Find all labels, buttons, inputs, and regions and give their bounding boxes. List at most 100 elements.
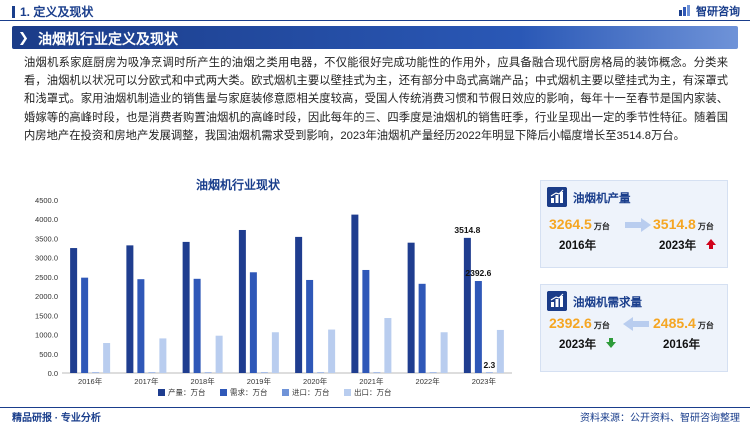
brand: 智研咨询 xyxy=(679,3,740,19)
production-left-value: 3264.5 xyxy=(549,216,592,232)
up-arrow-icon xyxy=(706,239,716,249)
description-paragraph: 油烟机系家庭厨房为吸净烹调时所产生的油烟之类用电器，不仅能很好完成功能性的作用外… xyxy=(24,57,728,142)
production-year-right: 2023年 xyxy=(659,240,697,252)
bar-0-1 xyxy=(126,245,134,373)
bar-0-0 xyxy=(70,248,78,373)
legend-swatch-0 xyxy=(158,389,165,396)
legend-label-3: 出口：万台 xyxy=(354,387,392,397)
brand-name: 智研咨询 xyxy=(696,6,740,18)
bar-2-1 xyxy=(148,372,156,373)
bar-chart-icon xyxy=(547,187,567,207)
bar-2-3 xyxy=(260,372,268,373)
data-label: 2392.6 xyxy=(465,268,491,278)
chevron-right-icon: ❯ xyxy=(18,30,29,45)
y-tick-label: 3000.0 xyxy=(35,254,58,263)
demand-year-right: 2016年 xyxy=(663,339,701,351)
production-card-title: 油烟机产量 xyxy=(573,193,631,205)
bar-0-6 xyxy=(407,242,415,373)
bar-2-2 xyxy=(204,372,212,373)
bar-2-5 xyxy=(373,372,381,373)
production-card: 油烟机产量 3264.5 万台 3514.8 万台 2016年 2023年 xyxy=(540,180,728,268)
bar-3-4 xyxy=(328,329,336,373)
y-tick-label: 2500.0 xyxy=(35,273,58,282)
section-title-text: 1. 定义及现状 xyxy=(20,5,94,19)
legend-swatch-3 xyxy=(344,389,351,396)
bar-0-4 xyxy=(295,236,303,373)
demand-right-unit: 万台 xyxy=(697,321,714,330)
x-tick-label: 2018年 xyxy=(191,376,216,386)
y-tick-label: 2000.0 xyxy=(35,292,58,301)
x-tick-label: 2020年 xyxy=(303,376,328,386)
demand-value-2023: 2392.6 万台 xyxy=(549,315,610,331)
bar-1-2 xyxy=(193,278,201,373)
title-bar: ❯ 油烟机行业定义及现状 xyxy=(12,26,738,49)
bar-0-7 xyxy=(463,237,471,373)
bar-1-5 xyxy=(362,269,370,373)
bar-3-2 xyxy=(215,335,223,373)
bar-1-7 xyxy=(474,281,482,373)
section-mark-icon xyxy=(12,6,15,18)
y-tick-label: 4500.0 xyxy=(35,196,58,205)
production-year-left: 2016年 xyxy=(559,240,597,252)
bar-1-1 xyxy=(137,279,145,373)
bottom-divider xyxy=(0,407,750,408)
production-right-value: 3514.8 xyxy=(653,216,696,232)
y-tick-label: 0.0 xyxy=(48,369,58,378)
bar-0-3 xyxy=(238,229,246,373)
legend-swatch-2 xyxy=(282,389,289,396)
demand-left-unit: 万台 xyxy=(593,321,610,330)
bar-3-3 xyxy=(271,332,279,373)
y-tick-label: 500.0 xyxy=(39,350,58,359)
production-value-2023: 3514.8 万台 xyxy=(653,216,714,232)
bar-1-4 xyxy=(306,279,314,373)
y-tick-label: 4000.0 xyxy=(35,215,58,224)
footer-source: 资料来源：公开资料、智研咨询整理 xyxy=(580,413,740,422)
production-right-unit: 万台 xyxy=(697,222,714,231)
down-arrow-icon xyxy=(606,338,616,348)
production-left-unit: 万台 xyxy=(593,222,610,231)
brand-logo-icon xyxy=(679,5,690,16)
page-title: 油烟机行业定义及现状 xyxy=(38,31,178,47)
bar-3-5 xyxy=(384,318,392,373)
bar-0-5 xyxy=(351,214,359,373)
production-value-2016: 3264.5 万台 xyxy=(549,216,610,232)
y-tick-label: 1500.0 xyxy=(35,311,58,320)
legend-label-1: 需求：万台 xyxy=(230,387,268,397)
data-label: 3514.8 xyxy=(454,225,480,235)
bar-1-0 xyxy=(81,277,89,373)
bar-chart: 0.0 500.0 1000.0 1500.0 2000.0 2500.0 3000.0 35… xyxy=(35,196,512,397)
bar-chart-icon xyxy=(547,291,567,311)
bar-1-6 xyxy=(418,283,426,373)
x-tick-label: 2021年 xyxy=(359,376,384,386)
chart-title: 油烟机行业现状 xyxy=(195,178,280,192)
bar-3-6 xyxy=(440,332,448,373)
footer-brand: 精品研报 · 专业分析 xyxy=(12,413,101,422)
section-title: 1. 定义及现状 xyxy=(12,3,93,20)
demand-right-value: 2485.4 xyxy=(653,315,696,331)
y-tick-label: 3500.0 xyxy=(35,234,58,243)
x-tick-label: 2017年 xyxy=(134,376,159,386)
arrow-left-icon xyxy=(623,317,649,331)
bar-3-7 xyxy=(496,329,504,373)
x-tick-label: 2023年 xyxy=(472,376,497,386)
bar-3-1 xyxy=(159,338,167,373)
bar-3-0 xyxy=(103,343,111,373)
legend-label-0: 产量：万台 xyxy=(168,387,206,397)
legend-swatch-1 xyxy=(220,389,227,396)
x-tick-label: 2022年 xyxy=(416,376,441,386)
chart-panel: 0.0 500.0 1000.0 1500.0 2000.0 2500.0 3000.0 35… xyxy=(18,176,514,406)
demand-value-2016: 2485.4 万台 xyxy=(653,315,714,331)
y-tick-label: 1000.0 xyxy=(35,331,58,340)
legend-label-2: 进口：万台 xyxy=(292,387,330,397)
bar-2-4 xyxy=(317,372,325,373)
demand-year-left: 2023年 xyxy=(559,339,597,351)
x-tick-label: 2016年 xyxy=(78,376,103,386)
bar-2-0 xyxy=(92,372,100,373)
top-divider xyxy=(0,20,750,21)
top-header: 1. 定义及现状 智研咨询 xyxy=(0,0,750,22)
demand-card: 油烟机需求量 2392.6 万台 2485.4 万台 2023年 2016年 xyxy=(540,284,728,372)
bar-2-6 xyxy=(429,372,437,373)
data-label: 2.3 xyxy=(483,360,495,370)
x-tick-label: 2019年 xyxy=(247,376,272,386)
arrow-right-icon xyxy=(625,218,651,232)
